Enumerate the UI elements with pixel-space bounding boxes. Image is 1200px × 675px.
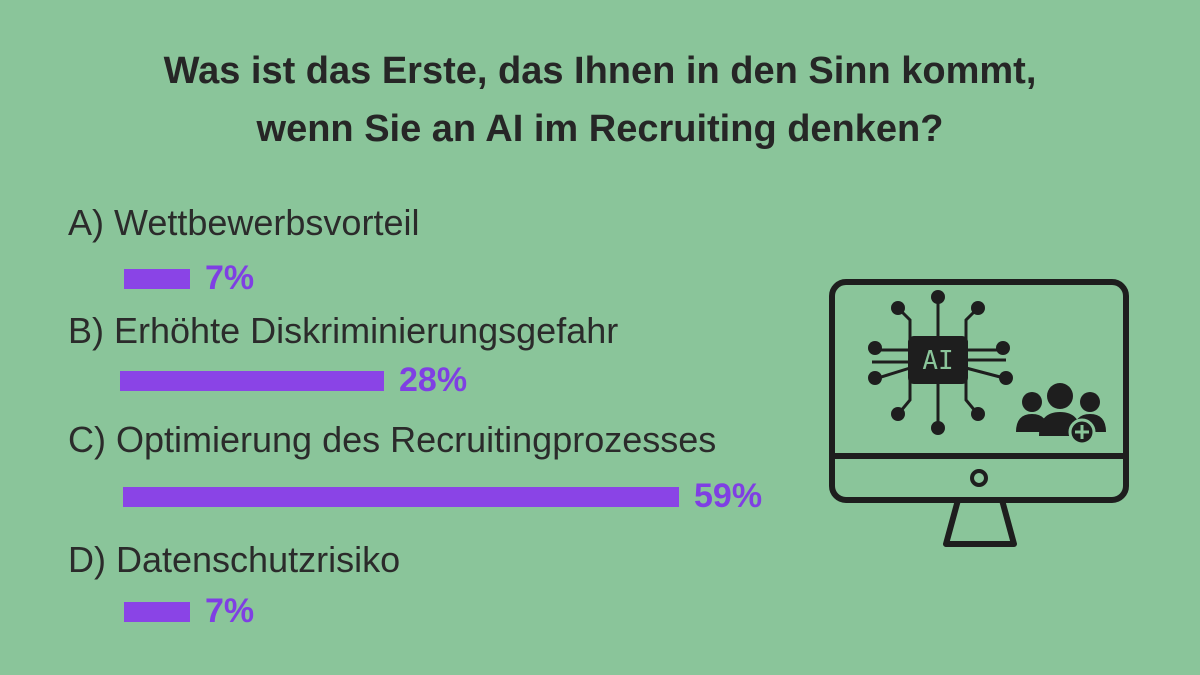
bar (124, 602, 190, 622)
circuit-lines (872, 300, 1006, 425)
monitor-power-button (970, 469, 988, 487)
title-line-2: wenn Sie an AI im Recruiting denken? (256, 108, 944, 150)
plus-icon (1075, 425, 1089, 439)
percent-label: 28% (399, 361, 468, 399)
percent-label: 7% (205, 259, 255, 297)
bar (120, 371, 384, 391)
percent-label: 7% (205, 592, 255, 630)
circuit-nodes (868, 290, 1013, 435)
monitor-stand (943, 499, 1017, 547)
option-label: D) Datenschutzrisiko (68, 539, 401, 580)
ai-chip-text: AI (922, 346, 953, 376)
monitor-screen-frame (829, 279, 1129, 503)
option-label: B) Erhöhte Diskriminierungsgefahr (68, 310, 619, 351)
option-label: C) Optimierung des Recruitingprozesses (68, 419, 717, 460)
bar (123, 487, 679, 507)
computer-monitor-ai-icon: AI (820, 270, 1140, 560)
option-label: A) Wettbewerbsvorteil (68, 202, 420, 243)
percent-label: 59% (694, 477, 763, 515)
title-line-1: Was ist das Erste, das Ihnen in den Sinn… (163, 50, 1037, 92)
monitor-svg: AI (829, 279, 1129, 547)
chart-title: Was ist das Erste, das Ihnen in den Sinn… (0, 42, 1200, 158)
bar (124, 269, 190, 289)
ai-chip (908, 336, 968, 384)
